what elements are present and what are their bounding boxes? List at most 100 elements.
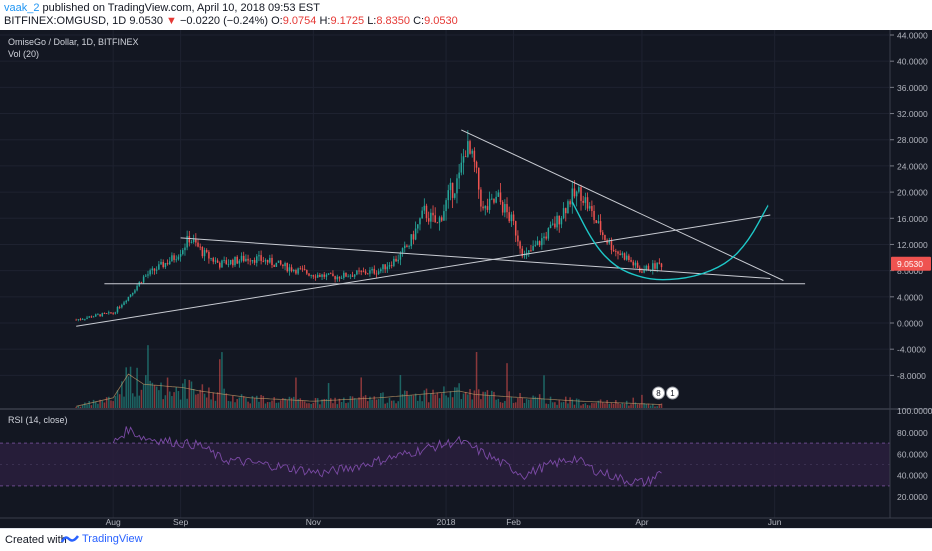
- candle-body: [184, 247, 186, 251]
- grid-lines: [0, 30, 890, 518]
- candle-body: [406, 245, 408, 247]
- candle-body: [88, 316, 90, 318]
- candle-body: [282, 264, 284, 267]
- candle-body: [79, 319, 82, 321]
- candle-body: [127, 296, 130, 301]
- volume-bar: [534, 396, 537, 408]
- volume-bar: [145, 375, 147, 408]
- candle-body: [325, 274, 328, 277]
- candle-body: [221, 260, 223, 268]
- volume-bar: [551, 402, 554, 408]
- volume-bar: [284, 398, 286, 408]
- candle-body: [112, 313, 114, 315]
- candle-body: [654, 263, 656, 269]
- volume-bar: [440, 393, 443, 408]
- volume-bar: [460, 399, 463, 408]
- candle-body: [630, 259, 632, 262]
- volume-bar: [491, 390, 493, 408]
- event-marker-1[interactable]: [652, 386, 666, 400]
- candle-body: [334, 276, 336, 280]
- candle-body: [636, 262, 639, 268]
- candle-body: [423, 205, 426, 211]
- candle-body: [656, 262, 658, 269]
- candle-body: [523, 255, 526, 257]
- rsi-axis[interactable]: 100.0000 80.0000 60.0000 40.0000 20.0000: [897, 406, 932, 502]
- volume-bar: [175, 387, 178, 408]
- volume-bar: [186, 398, 188, 408]
- candle-body: [403, 245, 406, 249]
- upper-trendline-2: [461, 129, 784, 281]
- candle-body: [208, 251, 210, 259]
- volume-bar: [312, 402, 315, 408]
- volume-bar: [151, 382, 154, 408]
- volume-bar: [480, 399, 482, 408]
- candle-body: [464, 156, 467, 158]
- time-tick-label: Nov: [306, 517, 322, 527]
- volume-bar: [641, 394, 643, 408]
- candle-body: [517, 235, 519, 242]
- volume-bar: [643, 403, 645, 408]
- candle-body: [306, 270, 308, 274]
- down-arrow-icon: ▼: [166, 15, 177, 27]
- candle-body: [438, 217, 441, 223]
- candle-body: [295, 270, 297, 274]
- candle-body: [612, 250, 615, 252]
- time-axis[interactable]: Aug Sep Nov 2018 Feb Apr Jun: [106, 517, 782, 527]
- volume-bar: [260, 394, 262, 408]
- candle-body: [434, 215, 436, 223]
- candle-body: [501, 201, 504, 213]
- volume-bar: [569, 397, 571, 408]
- candle-body: [395, 258, 397, 262]
- volume-bar: [197, 393, 199, 408]
- price-tick-label: 24.0000: [897, 161, 928, 171]
- candle-body: [340, 277, 343, 279]
- volume-bar: [314, 397, 317, 408]
- candle-body: [279, 260, 282, 265]
- volume-legend: Vol (20): [8, 49, 39, 59]
- volume-bar: [269, 402, 271, 408]
- volume-bar: [138, 395, 141, 408]
- volume-bar: [656, 406, 658, 408]
- volume-bar: [329, 398, 332, 408]
- candle-body: [101, 313, 104, 317]
- candle-body: [436, 222, 439, 224]
- event-markers[interactable]: 8 1: [652, 386, 680, 400]
- volume-bar: [131, 393, 134, 408]
- volume-bar: [219, 359, 221, 408]
- volume-bar: [105, 397, 108, 408]
- last-price-tag: 9.0530: [891, 256, 931, 271]
- volume-bar: [471, 399, 473, 408]
- candle-body: [168, 261, 171, 265]
- volume-bar: [84, 402, 86, 408]
- price-tick-label: -8.0000: [897, 371, 926, 381]
- candle-body: [493, 198, 495, 203]
- volume-bar: [229, 401, 232, 408]
- event-marker-2[interactable]: [666, 386, 680, 400]
- volume-bar: [654, 406, 656, 408]
- volume-bar: [445, 395, 447, 408]
- volume-bar: [506, 363, 508, 408]
- volume-bar: [369, 396, 371, 408]
- candle-body: [142, 276, 145, 283]
- volume-bar: [134, 396, 136, 408]
- volume-bar: [86, 404, 88, 408]
- volume-bar: [586, 405, 589, 408]
- candle-body: [310, 275, 312, 276]
- chart-area[interactable]: 44.0000 40.0000 36.0000 32.0000 28.0000 24.00…: [0, 30, 932, 528]
- author-link[interactable]: vaak_2: [4, 2, 40, 14]
- price-axis[interactable]: 44.0000 40.0000 36.0000 32.0000 28.0000 24.00…: [890, 31, 928, 381]
- volume-bar: [123, 396, 125, 408]
- volume-bar: [140, 389, 143, 408]
- price-tick-label: 44.0000: [897, 31, 928, 41]
- volume-bar: [399, 375, 402, 408]
- tradingview-link[interactable]: TradingView: [82, 533, 143, 545]
- volume-bar: [358, 397, 360, 408]
- volume-bar: [232, 395, 234, 408]
- volume-bar: [225, 393, 228, 408]
- candle-body: [584, 197, 587, 203]
- volume-bar: [508, 391, 510, 408]
- volume-bar: [645, 404, 648, 408]
- candle-body: [641, 271, 643, 273]
- volume-bar: [501, 402, 504, 408]
- volume-bar: [412, 395, 415, 408]
